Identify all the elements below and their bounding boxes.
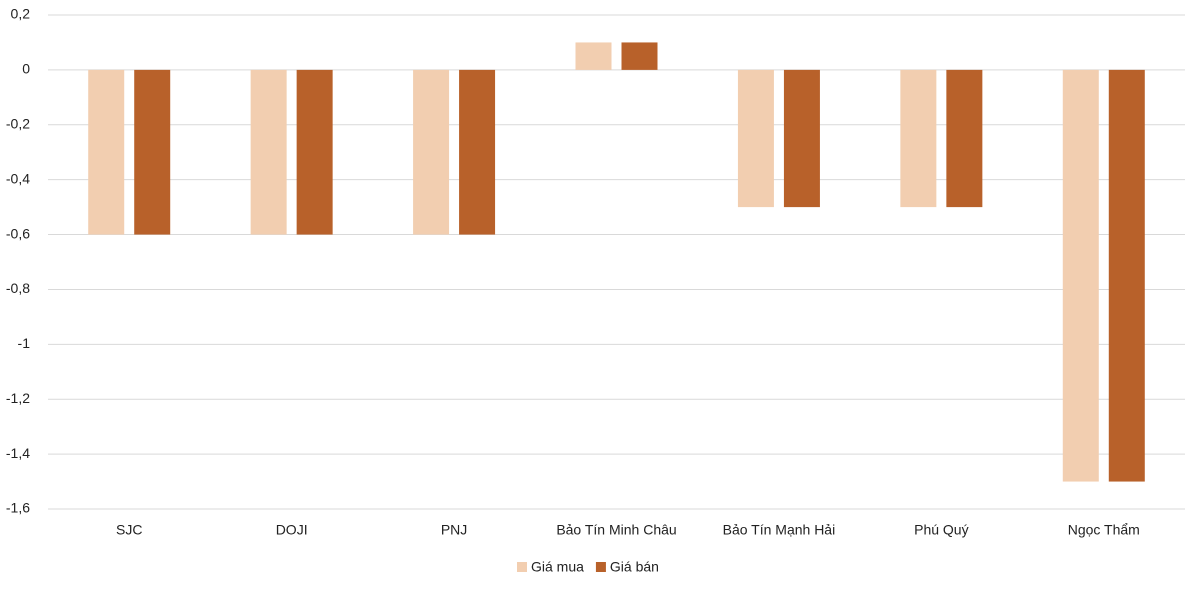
bar — [946, 69, 983, 208]
legend-label: Giá mua — [531, 559, 584, 575]
legend-swatch — [517, 562, 527, 572]
y-tick-label: -1 — [18, 335, 31, 351]
y-tick-label: -0,4 — [6, 170, 30, 186]
y-tick-label: 0,2 — [11, 6, 31, 22]
bar — [459, 69, 496, 235]
bar — [250, 69, 287, 235]
bar — [621, 42, 658, 70]
bar — [900, 69, 937, 208]
x-tick-label: DOJI — [276, 522, 308, 538]
x-tick-label: Bảo Tín Minh Châu — [556, 522, 676, 538]
y-tick-label: 0 — [22, 61, 30, 77]
y-tick-label: -1,2 — [6, 390, 30, 406]
bar — [296, 69, 333, 235]
y-tick-label: -0,2 — [6, 115, 30, 131]
x-tick-label: Bảo Tín Mạnh Hải — [723, 522, 836, 538]
bar — [88, 69, 125, 235]
legend-label: Giá bán — [610, 559, 659, 575]
y-tick-label: -1,4 — [6, 445, 30, 461]
bar — [737, 69, 774, 208]
bar — [413, 69, 450, 235]
x-tick-label: Ngọc Thẩm — [1068, 522, 1140, 538]
bar — [783, 69, 820, 208]
y-tick-label: -0,6 — [6, 225, 30, 241]
legend-swatch — [595, 562, 606, 572]
x-tick-label: PNJ — [441, 522, 467, 538]
y-tick-label: -0,8 — [6, 280, 30, 296]
bar — [1062, 69, 1099, 482]
x-tick-label: Phú Quý — [914, 522, 968, 538]
y-tick-label: -1,6 — [6, 500, 30, 516]
bar — [575, 42, 612, 70]
x-tick-label: SJC — [116, 522, 142, 538]
bar — [134, 69, 171, 235]
bar — [1108, 69, 1145, 482]
